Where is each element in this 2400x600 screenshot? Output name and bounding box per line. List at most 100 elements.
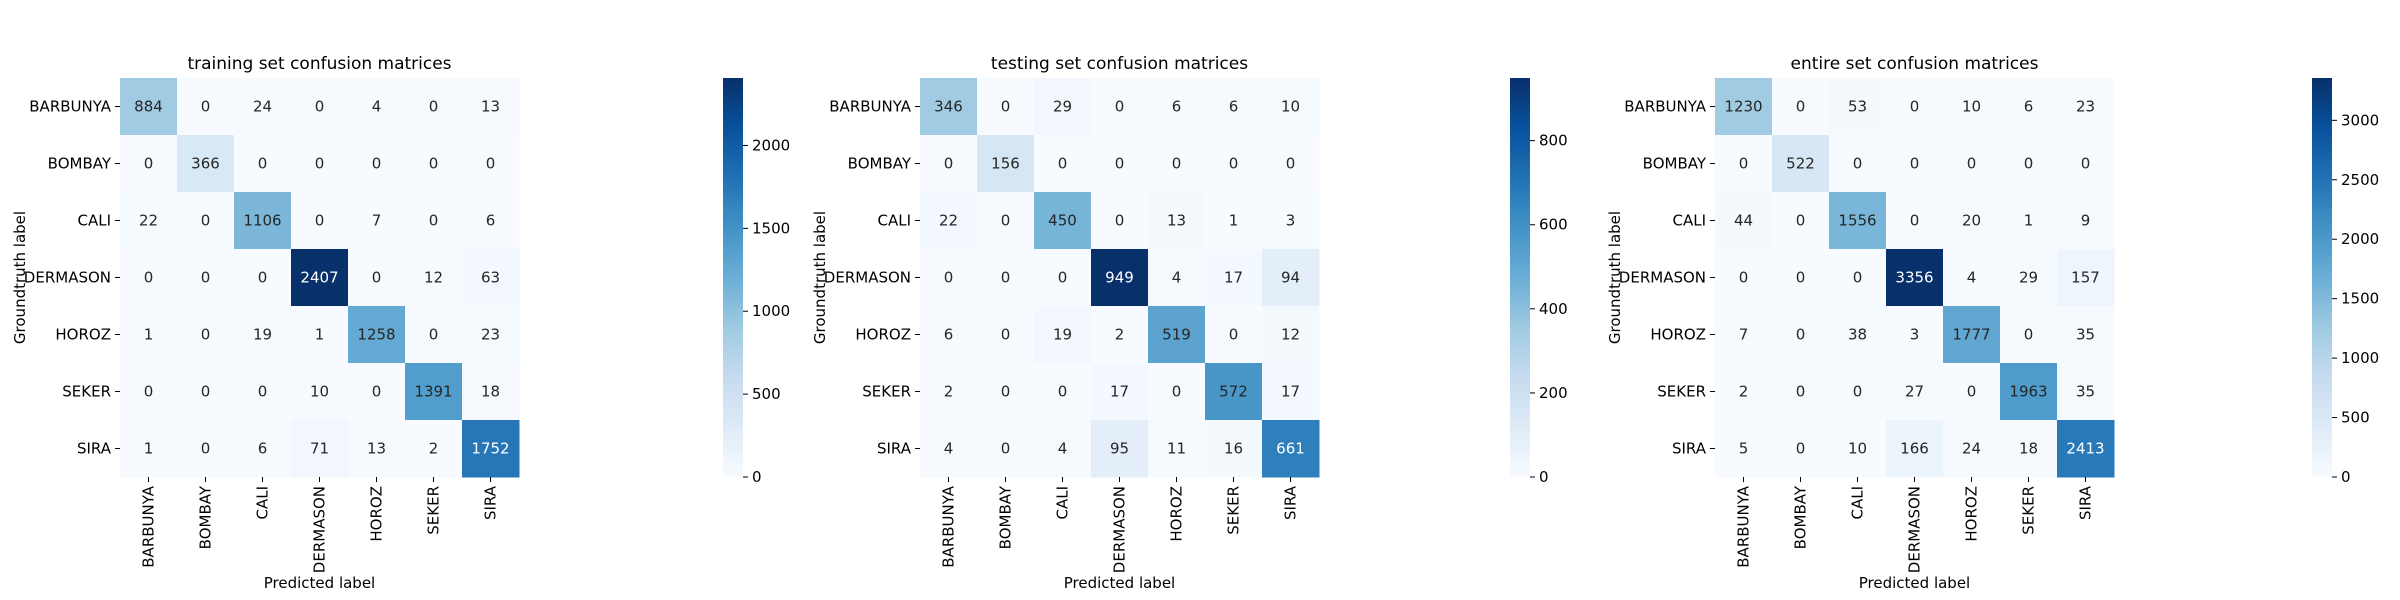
- colorbar-tick-label: 600: [1539, 216, 1568, 234]
- heatmap-cell: [1829, 192, 1887, 250]
- heatmap-cell: [2057, 249, 2115, 307]
- cell-value-label: 1258: [357, 326, 395, 344]
- cell-value-label: 0: [315, 155, 325, 173]
- heatmap-cell: [405, 420, 463, 478]
- y-tick-label: SEKER: [1657, 383, 1706, 401]
- cell-value-label: 0: [1853, 269, 1863, 287]
- heatmap-cell: [1205, 363, 1263, 421]
- cell-value-label: 27: [1905, 383, 1924, 401]
- x-axis-label: Predicted label: [1859, 574, 1970, 592]
- heatmap-cell: [1262, 192, 1320, 250]
- heatmap-cell: [462, 78, 520, 136]
- cell-value-label: 13: [1167, 212, 1186, 230]
- heatmap-cell: [1091, 192, 1149, 250]
- heatmap-cell: [2000, 363, 2058, 421]
- heatmap-cell: [1886, 135, 1944, 193]
- x-tick-label: BARBUNYA: [1735, 485, 1753, 567]
- cell-value-label: 0: [429, 155, 439, 173]
- cell-value-label: 10: [310, 383, 329, 401]
- heatmap-cell: [1205, 135, 1263, 193]
- cell-value-label: 24: [253, 98, 272, 116]
- heatmap-cell: [1262, 420, 1320, 478]
- cell-value-label: 17: [1224, 269, 1243, 287]
- heatmap-cell: [348, 420, 406, 478]
- heatmap-cell: [405, 78, 463, 136]
- cell-value-label: 6: [1172, 98, 1182, 116]
- heatmap-cell: [977, 78, 1035, 136]
- colorbar-tick-label: 0: [752, 468, 762, 486]
- y-axis-label: Groundtruth label: [11, 211, 29, 344]
- cell-value-label: 522: [1786, 155, 1815, 173]
- cell-value-label: 0: [1910, 212, 1920, 230]
- cell-value-label: 0: [372, 155, 382, 173]
- cell-value-label: 0: [1229, 155, 1239, 173]
- heatmap-cell: [2057, 135, 2115, 193]
- heatmap-cell: [2057, 306, 2115, 364]
- heatmap-cell: [405, 249, 463, 307]
- heatmap-cell: [1886, 192, 1944, 250]
- colorbar-tick-label: 2000: [2341, 230, 2379, 248]
- heatmap-cell: [405, 306, 463, 364]
- heatmap-cell: [234, 363, 292, 421]
- heatmap-cell: [120, 420, 178, 478]
- cell-value-label: 94: [1281, 269, 1300, 287]
- cell-value-label: 22: [939, 212, 958, 230]
- y-tick-label: SEKER: [62, 383, 111, 401]
- colorbar-tick-label: 1500: [752, 219, 790, 237]
- cell-value-label: 6: [1229, 98, 1239, 116]
- cell-value-label: 0: [1853, 155, 1863, 173]
- cell-value-label: 0: [372, 383, 382, 401]
- y-tick-label: BOMBAY: [848, 155, 912, 173]
- heatmap-cell: [1829, 78, 1887, 136]
- heatmap-cell: [462, 363, 520, 421]
- y-tick-label: BOMBAY: [1643, 155, 1707, 173]
- colorbar-tick-label: 1000: [2341, 349, 2379, 367]
- cell-value-label: 1752: [471, 440, 509, 458]
- y-tick-label: SIRA: [77, 440, 112, 458]
- heatmap-cell: [120, 192, 178, 250]
- heatmap-cell: [177, 78, 235, 136]
- heatmap-cell: [1091, 78, 1149, 136]
- heatmap-cell: [1715, 78, 1773, 136]
- heatmap-cell: [120, 135, 178, 193]
- cell-value-label: 24: [1962, 440, 1981, 458]
- cell-value-label: 4: [1058, 440, 1068, 458]
- heatmap-cell: [177, 420, 235, 478]
- cell-value-label: 0: [1001, 383, 1011, 401]
- heatmap-cell: [1943, 420, 2001, 478]
- cell-value-label: 1963: [2009, 383, 2047, 401]
- cell-value-label: 3: [1910, 326, 1920, 344]
- y-tick-label: CALI: [1672, 212, 1706, 230]
- heatmap-cell: [291, 135, 349, 193]
- cell-value-label: 29: [2019, 269, 2038, 287]
- cell-value-label: 12: [424, 269, 443, 287]
- heatmap-cell: [1886, 78, 1944, 136]
- cell-value-label: 0: [1796, 326, 1806, 344]
- heatmap-cell: [977, 363, 1035, 421]
- x-tick-label: SIRA: [2077, 485, 2095, 520]
- y-tick-label: HOROZ: [855, 326, 911, 344]
- cell-value-label: 156: [991, 155, 1020, 173]
- heatmap-cell: [120, 249, 178, 307]
- heatmap-cell: [1715, 192, 1773, 250]
- cell-value-label: 0: [1115, 212, 1125, 230]
- heatmap-cell: [1829, 135, 1887, 193]
- heatmap-cell: [1772, 192, 1830, 250]
- cell-value-label: 1: [2024, 212, 2034, 230]
- heatmap-cell: [291, 420, 349, 478]
- heatmap-cell: [462, 420, 520, 478]
- colorbar-tick-label: 1000: [752, 302, 790, 320]
- x-tick-label: SIRA: [482, 485, 500, 520]
- cell-value-label: 166: [1900, 440, 1929, 458]
- cell-value-label: 0: [1058, 269, 1068, 287]
- heatmap-cell: [462, 306, 520, 364]
- colorbar-tick-label: 500: [2341, 409, 2370, 427]
- heatmap-cell: [1943, 363, 2001, 421]
- heatmap-cell: [1829, 306, 1887, 364]
- x-tick-label: SEKER: [2020, 486, 2038, 535]
- cell-value-label: 19: [1053, 326, 1072, 344]
- x-tick-label: CALI: [254, 486, 272, 520]
- confusion-matrix-panel: training set confusion matrices 884 0 24 0 4 0…: [11, 54, 790, 592]
- cell-value-label: 0: [144, 155, 154, 173]
